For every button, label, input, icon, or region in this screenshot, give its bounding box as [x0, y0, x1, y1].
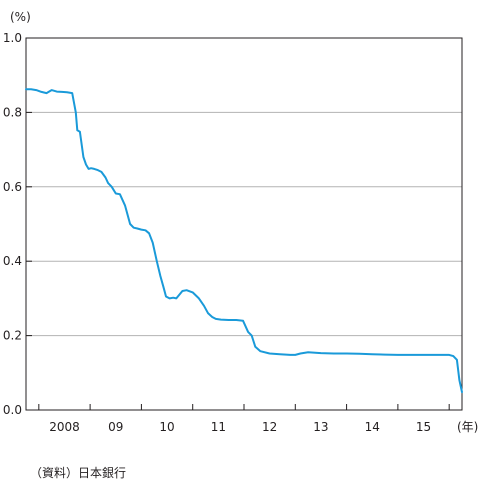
- series-group: [25, 88, 463, 394]
- y-tick-label: 0.8: [3, 105, 22, 119]
- y-axis-unit: (%): [10, 10, 31, 24]
- gridlines: [26, 111, 462, 337]
- x-tick-label: 2008: [49, 420, 80, 434]
- x-axis: 2008 09 10 11 12 13 14 15: [38, 404, 450, 434]
- x-tick-label: 14: [365, 420, 380, 434]
- x-tick-label: 15: [416, 420, 431, 434]
- x-tick-label: 13: [313, 420, 328, 434]
- series-line: [25, 88, 463, 394]
- x-tick-label: 10: [159, 420, 174, 434]
- y-tick-label: 0.6: [3, 180, 22, 194]
- x-tick-label: 12: [262, 420, 277, 434]
- source-note: （資料）日本銀行: [30, 466, 127, 480]
- y-tick-label: 0.4: [3, 254, 22, 268]
- yield-line-chart: 0.0 0.2 0.4 0.6 0.8 1.0 2008 09 10 11 12 13 14 15 (%…: [3, 10, 478, 434]
- x-tick-label: 09: [108, 420, 123, 434]
- x-axis-unit: (年): [457, 420, 478, 434]
- x-tick-label: 11: [211, 420, 226, 434]
- y-tick-label: 1.0: [3, 31, 22, 45]
- y-axis: 0.0 0.2 0.4 0.6 0.8 1.0: [3, 31, 32, 417]
- y-tick-label: 0.2: [3, 329, 22, 343]
- y-tick-label: 0.0: [3, 403, 22, 417]
